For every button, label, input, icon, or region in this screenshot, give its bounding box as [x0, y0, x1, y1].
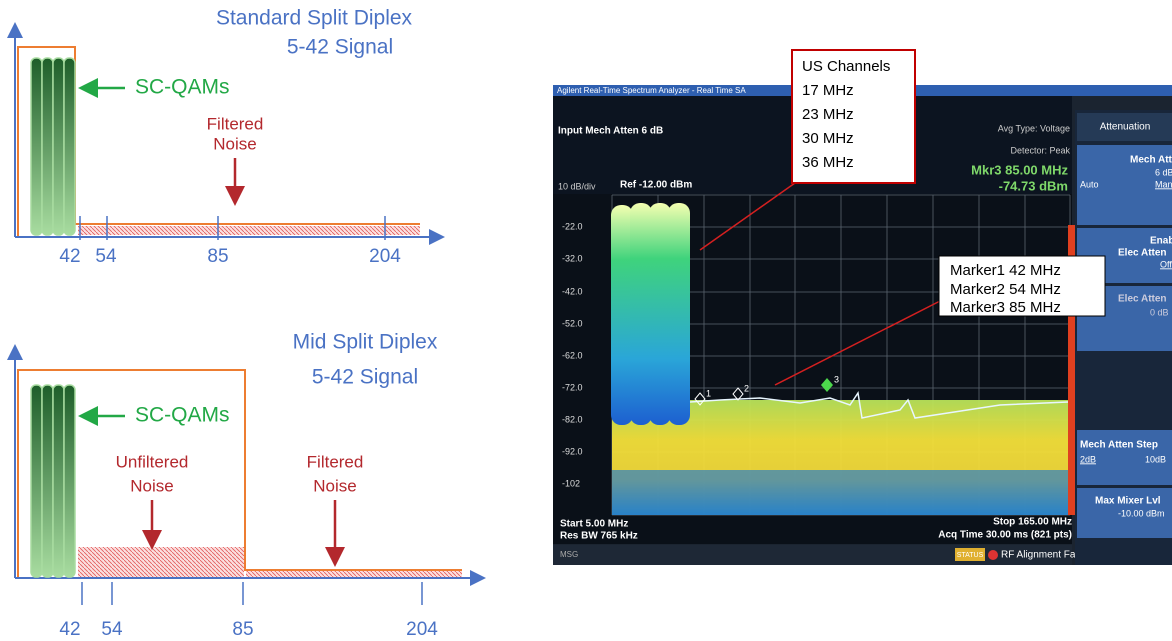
callout-text: Marker1 42 MHz [950, 262, 1061, 279]
legend-label: SC-QAMs [135, 76, 230, 99]
y-tick-label: -22.0 [562, 221, 583, 231]
callout-text: 30 MHz [802, 130, 854, 147]
marker-label: 3 [834, 374, 839, 384]
noise-label: Unfiltered [116, 452, 189, 471]
y-tick-label: -92.0 [562, 446, 583, 456]
softkey-label: Mech Atten Step [1080, 440, 1158, 451]
tick-label: 42 [59, 246, 80, 267]
marker-readout: Mkr3 85.00 MHz [971, 162, 1068, 177]
noise-label: Filtered [207, 114, 264, 133]
y-tick-label: -42.0 [562, 286, 583, 296]
softkey-value: -10.00 dBm [1118, 508, 1165, 518]
softkey-value: 6 dB [1155, 167, 1172, 177]
y-tick-label: -32.0 [562, 253, 583, 263]
marker-readout: -74.73 dBm [999, 178, 1068, 193]
noise-region [78, 226, 420, 235]
channels [611, 203, 690, 425]
softkey-option: Off [1160, 259, 1172, 269]
y-tick-label: -52.0 [562, 318, 583, 328]
subtitle: 5-42 Signal [312, 366, 418, 389]
softkey-option: Man [1155, 179, 1172, 189]
res-bw: Res BW 765 kHz [560, 531, 638, 542]
subtitle: 5-42 Signal [287, 36, 393, 59]
window-title: Agilent Real-Time Spectrum Analyzer - Re… [557, 86, 746, 95]
acq-time: Acq Time 30.00 ms (821 pts) [938, 530, 1072, 541]
noise-label: Noise [313, 476, 356, 495]
callout-text: 23 MHz [802, 106, 854, 123]
softkey-label: Enable [1150, 236, 1172, 247]
top-diagram: SC-QAMs Standard Split Diplex 5-42 Signa… [15, 7, 437, 267]
tick-label: 204 [406, 619, 438, 640]
sc-qam-bars [31, 385, 75, 577]
filtered-noise-region [246, 570, 462, 577]
input-label: Input Mech Atten 6 dB [558, 126, 663, 137]
softkey-value: 0 dB [1150, 307, 1169, 317]
avg-type: Avg Type: Voltage [998, 123, 1070, 133]
panel-title: Attenuation [1100, 122, 1151, 133]
start-freq: Start 5.00 MHz [560, 519, 628, 530]
softkey-option: 2dB [1080, 454, 1096, 464]
softkey-option: Auto [1080, 179, 1099, 189]
y-tick-label: -62.0 [562, 350, 583, 360]
softkey-label: Elec Atten [1118, 294, 1167, 305]
callout-text: US Channels [802, 58, 890, 75]
title: Standard Split Diplex [216, 7, 413, 30]
tick-label: 54 [101, 619, 123, 640]
stop-freq: Stop 165.00 MHz [993, 517, 1072, 528]
marker-label: 1 [706, 388, 711, 398]
legend-label: SC-QAMs [135, 404, 230, 427]
y-tick-label: -102 [562, 478, 580, 488]
softkey-option: 10dB [1145, 454, 1166, 464]
callout-text: Marker2 54 MHz [950, 281, 1061, 298]
tick-label: 85 [207, 246, 228, 267]
noise-label: Filtered [307, 452, 364, 471]
status: STATUS [957, 552, 984, 559]
callout-text: 17 MHz [802, 82, 854, 99]
title: Mid Split Diplex [293, 331, 438, 354]
softkey-label: Elec Atten [1118, 248, 1167, 259]
ref-level: Ref -12.00 dBm [620, 180, 692, 191]
detector: Detector: Peak [1010, 145, 1070, 155]
marker-label: 2 [744, 383, 749, 393]
softkey-label: Mech Atten [1130, 155, 1172, 166]
unfiltered-noise-region [78, 547, 244, 577]
bottom-diagram: SC-QAMs Mid Split Diplex 5-42 Signal Unf… [15, 331, 478, 640]
filter-outline [18, 370, 462, 577]
callout-text: Marker3 85 MHz [950, 299, 1061, 316]
tick-label: 85 [232, 619, 253, 640]
y-tick-label: -82.0 [562, 414, 583, 424]
tick-label: 204 [369, 246, 401, 267]
tick-label: 42 [59, 619, 80, 640]
scale: 10 dB/div [558, 181, 596, 191]
noise-label: Noise [130, 476, 173, 495]
ticks [82, 582, 422, 605]
tick-label: 54 [95, 246, 117, 267]
sc-qam-bars [31, 58, 75, 235]
softkey-label: Max Mixer Lvl [1095, 496, 1161, 507]
y-tick-label: -72.0 [562, 382, 583, 392]
noise-label: Noise [213, 134, 256, 153]
msg: MSG [560, 550, 578, 559]
callout-text: 36 MHz [802, 154, 854, 171]
page: SC-QAMs Standard Split Diplex 5-42 Signa… [0, 0, 1172, 641]
